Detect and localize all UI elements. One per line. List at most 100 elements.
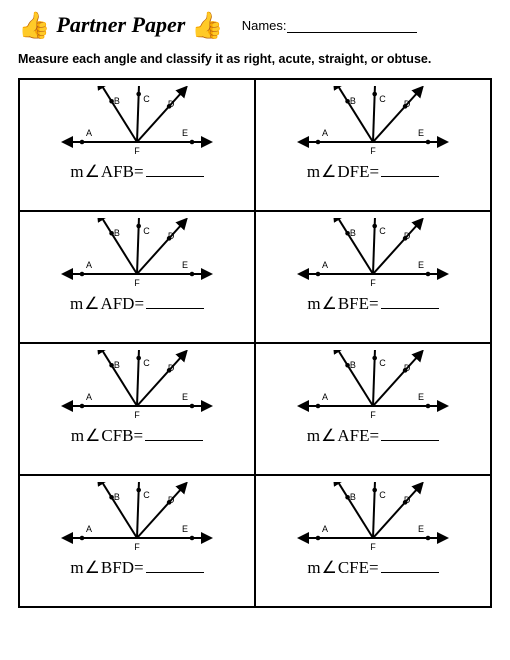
svg-text:C: C xyxy=(379,358,386,368)
answer-blank-line[interactable] xyxy=(381,572,439,573)
svg-text:D: D xyxy=(168,363,175,373)
svg-text:F: F xyxy=(370,146,376,156)
angle-diagram: A B C D E F xyxy=(288,482,458,552)
answer-blank-line[interactable] xyxy=(146,308,204,309)
angle-symbol-icon: ∠ xyxy=(85,426,100,446)
angle-diagram: A B C D E F xyxy=(52,86,222,156)
angle-symbol-icon: ∠ xyxy=(84,294,99,314)
worksheet-cell: ABCDEF m∠AFE= xyxy=(255,343,491,475)
answer-blank-line[interactable] xyxy=(381,308,439,309)
angle-name: CFB xyxy=(101,426,133,446)
answer-blank-line[interactable] xyxy=(146,572,204,573)
svg-text:A: A xyxy=(322,392,328,402)
answer-blank-line[interactable] xyxy=(145,440,203,441)
answer-line: m∠AFD= xyxy=(70,294,204,314)
worksheet-cell: ABCDEF m∠DFE= xyxy=(255,79,491,211)
worksheet-cell: A B C D E F m∠CFE= xyxy=(255,475,491,607)
angle-name: BFE xyxy=(338,294,369,314)
svg-text:F: F xyxy=(370,278,376,288)
angle-diagram: ABCDEF xyxy=(288,350,458,420)
svg-text:D: D xyxy=(404,363,411,373)
svg-text:C: C xyxy=(379,226,386,236)
names-blank-line[interactable] xyxy=(287,32,417,33)
angle-name: DFE xyxy=(337,162,369,182)
angle-diagram: ABCDEF xyxy=(288,86,458,156)
svg-text:F: F xyxy=(134,542,140,552)
angle-diagram: A B C D E F xyxy=(52,482,222,552)
angle-name: AFE xyxy=(337,426,369,446)
svg-text:A: A xyxy=(86,524,92,534)
svg-text:C: C xyxy=(143,94,150,104)
svg-text:E: E xyxy=(182,128,188,138)
angle-diagram: A B C D E F xyxy=(288,218,458,288)
svg-text:E: E xyxy=(418,524,424,534)
worksheet-page: 👍 Partner Paper 👍 Names: Measure each an… xyxy=(0,0,510,620)
svg-text:E: E xyxy=(182,260,188,270)
svg-text:E: E xyxy=(418,260,424,270)
svg-text:A: A xyxy=(322,128,328,138)
svg-text:F: F xyxy=(134,410,140,420)
answer-blank-line[interactable] xyxy=(381,176,439,177)
svg-text:E: E xyxy=(182,392,188,402)
thumbs-up-icon: 👍 xyxy=(18,12,50,38)
answer-blank-line[interactable] xyxy=(381,440,439,441)
svg-text:A: A xyxy=(322,524,328,534)
answer-line: m∠BFE= xyxy=(307,294,438,314)
answer-blank-line[interactable] xyxy=(146,176,204,177)
instruction-text: Measure each angle and classify it as ri… xyxy=(18,52,492,66)
svg-text:A: A xyxy=(86,128,92,138)
worksheet-cell: ABCDEF m∠AFD= xyxy=(19,211,255,343)
answer-line: m∠AFE= xyxy=(307,426,439,446)
angle-symbol-icon: ∠ xyxy=(322,558,337,578)
svg-text:F: F xyxy=(134,278,140,288)
svg-text:F: F xyxy=(370,410,376,420)
names-label-text: Names: xyxy=(242,18,287,33)
answer-line: m∠DFE= xyxy=(307,162,439,182)
angle-symbol-icon: ∠ xyxy=(85,558,100,578)
svg-text:E: E xyxy=(182,524,188,534)
names-label: Names: xyxy=(242,18,417,33)
angle-symbol-icon: ∠ xyxy=(322,294,337,314)
svg-text:A: A xyxy=(86,392,92,402)
answer-line: m∠CFE= xyxy=(307,558,438,578)
svg-text:B: B xyxy=(350,492,356,502)
svg-text:B: B xyxy=(350,360,356,370)
svg-text:B: B xyxy=(114,360,120,370)
svg-text:F: F xyxy=(370,542,376,552)
worksheet-cell: ABCDEF m∠AFB= xyxy=(19,79,255,211)
page-title: Partner Paper xyxy=(56,12,185,38)
svg-text:C: C xyxy=(143,226,150,236)
svg-text:A: A xyxy=(322,260,328,270)
svg-text:F: F xyxy=(134,146,140,156)
header: 👍 Partner Paper 👍 Names: xyxy=(18,12,492,38)
angle-symbol-icon: ∠ xyxy=(321,162,336,182)
svg-text:B: B xyxy=(114,228,120,238)
svg-text:A: A xyxy=(86,260,92,270)
svg-text:D: D xyxy=(404,495,411,505)
svg-text:C: C xyxy=(143,490,150,500)
angle-diagram: A B C D E F xyxy=(52,350,222,420)
svg-text:B: B xyxy=(350,228,356,238)
svg-text:B: B xyxy=(114,96,120,106)
svg-text:C: C xyxy=(379,94,386,104)
svg-text:D: D xyxy=(168,99,175,109)
svg-text:C: C xyxy=(143,358,150,368)
worksheet-cell: A B C D E F m∠BFE= xyxy=(255,211,491,343)
angle-name: BFD xyxy=(101,558,134,578)
svg-text:C: C xyxy=(379,490,386,500)
svg-text:D: D xyxy=(404,231,411,241)
answer-line: m∠BFD= xyxy=(70,558,203,578)
angle-symbol-icon: ∠ xyxy=(85,162,100,182)
worksheet-grid: ABCDEF m∠AFB= ABCDEF m∠DFE= ABCDEF m∠AFD… xyxy=(18,78,492,608)
svg-text:D: D xyxy=(168,495,175,505)
angle-name: AFD xyxy=(100,294,134,314)
worksheet-cell: A B C D E F m∠CFB= xyxy=(19,343,255,475)
svg-text:E: E xyxy=(418,128,424,138)
answer-line: m∠CFB= xyxy=(71,426,203,446)
thumbs-up-icon: 👍 xyxy=(191,12,223,38)
angle-symbol-icon: ∠ xyxy=(321,426,336,446)
svg-text:B: B xyxy=(114,492,120,502)
svg-text:B: B xyxy=(350,96,356,106)
angle-diagram: ABCDEF xyxy=(52,218,222,288)
angle-name: AFB xyxy=(101,162,134,182)
